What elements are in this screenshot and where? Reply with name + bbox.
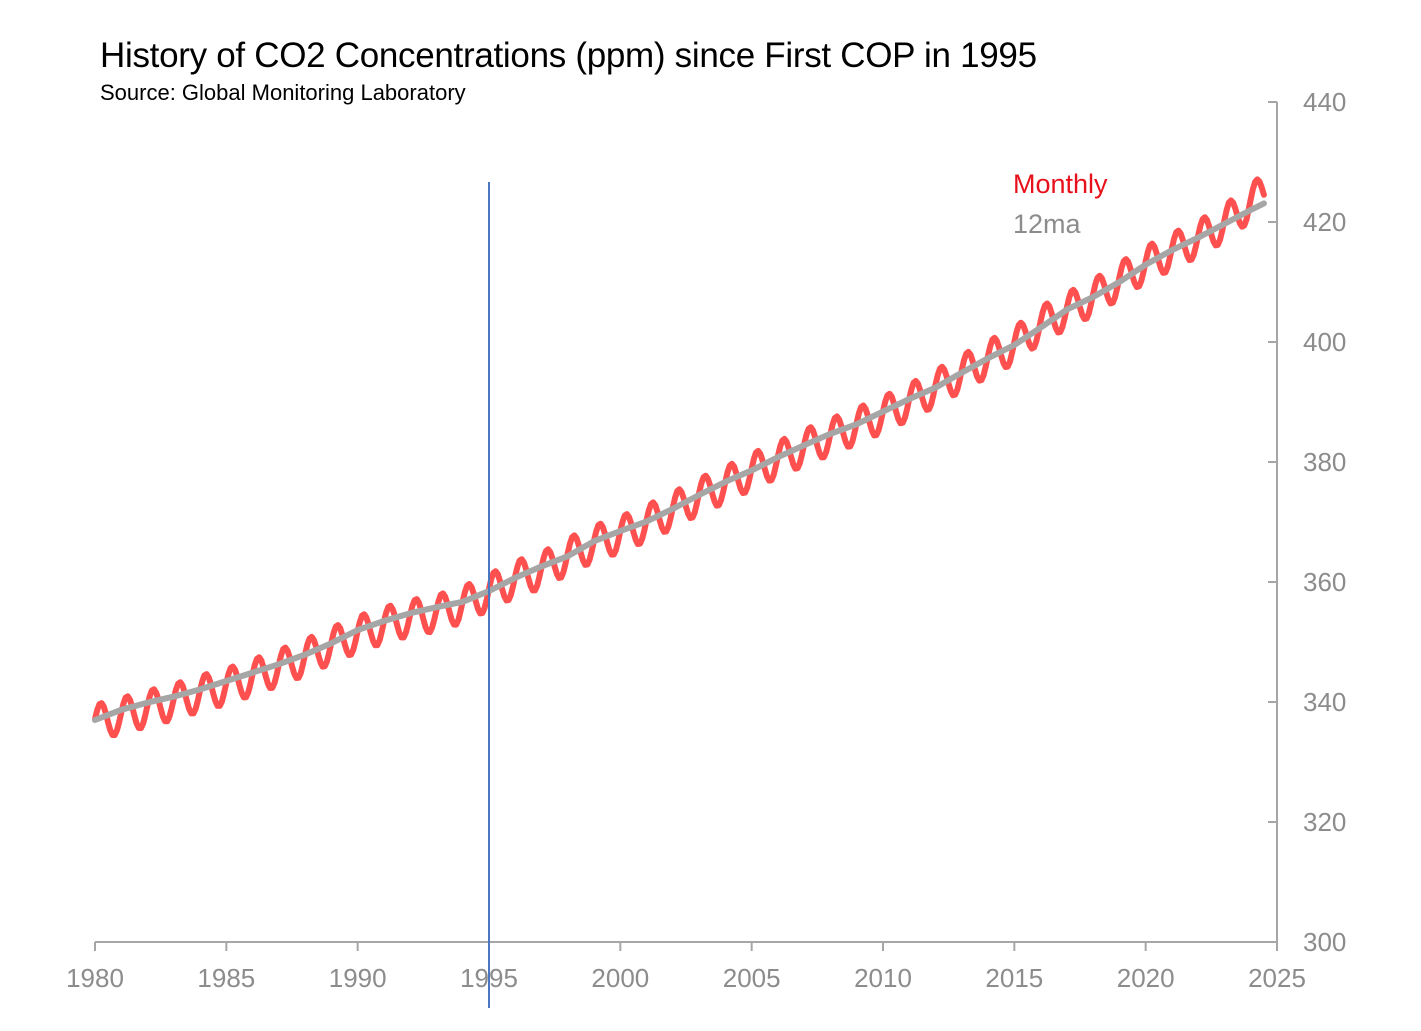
series-line-12ma xyxy=(92,200,1267,723)
x-tick-label: 2010 xyxy=(854,963,912,993)
y-tick-label: 340 xyxy=(1303,687,1346,717)
chart-title: History of CO2 Concentrations (ppm) sinc… xyxy=(100,36,1037,75)
x-tick-label: 1990 xyxy=(329,963,387,993)
x-tick-label: 1985 xyxy=(197,963,255,993)
series-layer xyxy=(92,176,1267,739)
y-tick-label: 380 xyxy=(1303,447,1346,477)
legend: Monthly 12ma xyxy=(1013,169,1108,239)
legend-label-monthly: Monthly xyxy=(1013,169,1108,199)
axes: 1980 1985 1990 1995 2000 2005 2010 2015 2020 2025… xyxy=(66,87,1346,993)
x-tick-label: 2020 xyxy=(1117,963,1175,993)
x-tick-label: 2015 xyxy=(985,963,1043,993)
legend-label-12ma: 12ma xyxy=(1013,209,1082,239)
x-tick-label: 2000 xyxy=(591,963,649,993)
x-tick-label: 1980 xyxy=(66,963,124,993)
x-tick-label: 2025 xyxy=(1248,963,1306,993)
y-tick-label: 420 xyxy=(1303,207,1346,237)
y-tick-label: 300 xyxy=(1303,927,1346,957)
chart-subtitle: Source: Global Monitoring Laboratory xyxy=(100,80,466,105)
x-tick-label: 2005 xyxy=(723,963,781,993)
y-tick-label: 400 xyxy=(1303,327,1346,357)
y-tick-label: 320 xyxy=(1303,807,1346,837)
series-line-monthly xyxy=(92,176,1267,739)
y-tick-label: 360 xyxy=(1303,567,1346,597)
y-tick-label: 440 xyxy=(1303,87,1346,117)
